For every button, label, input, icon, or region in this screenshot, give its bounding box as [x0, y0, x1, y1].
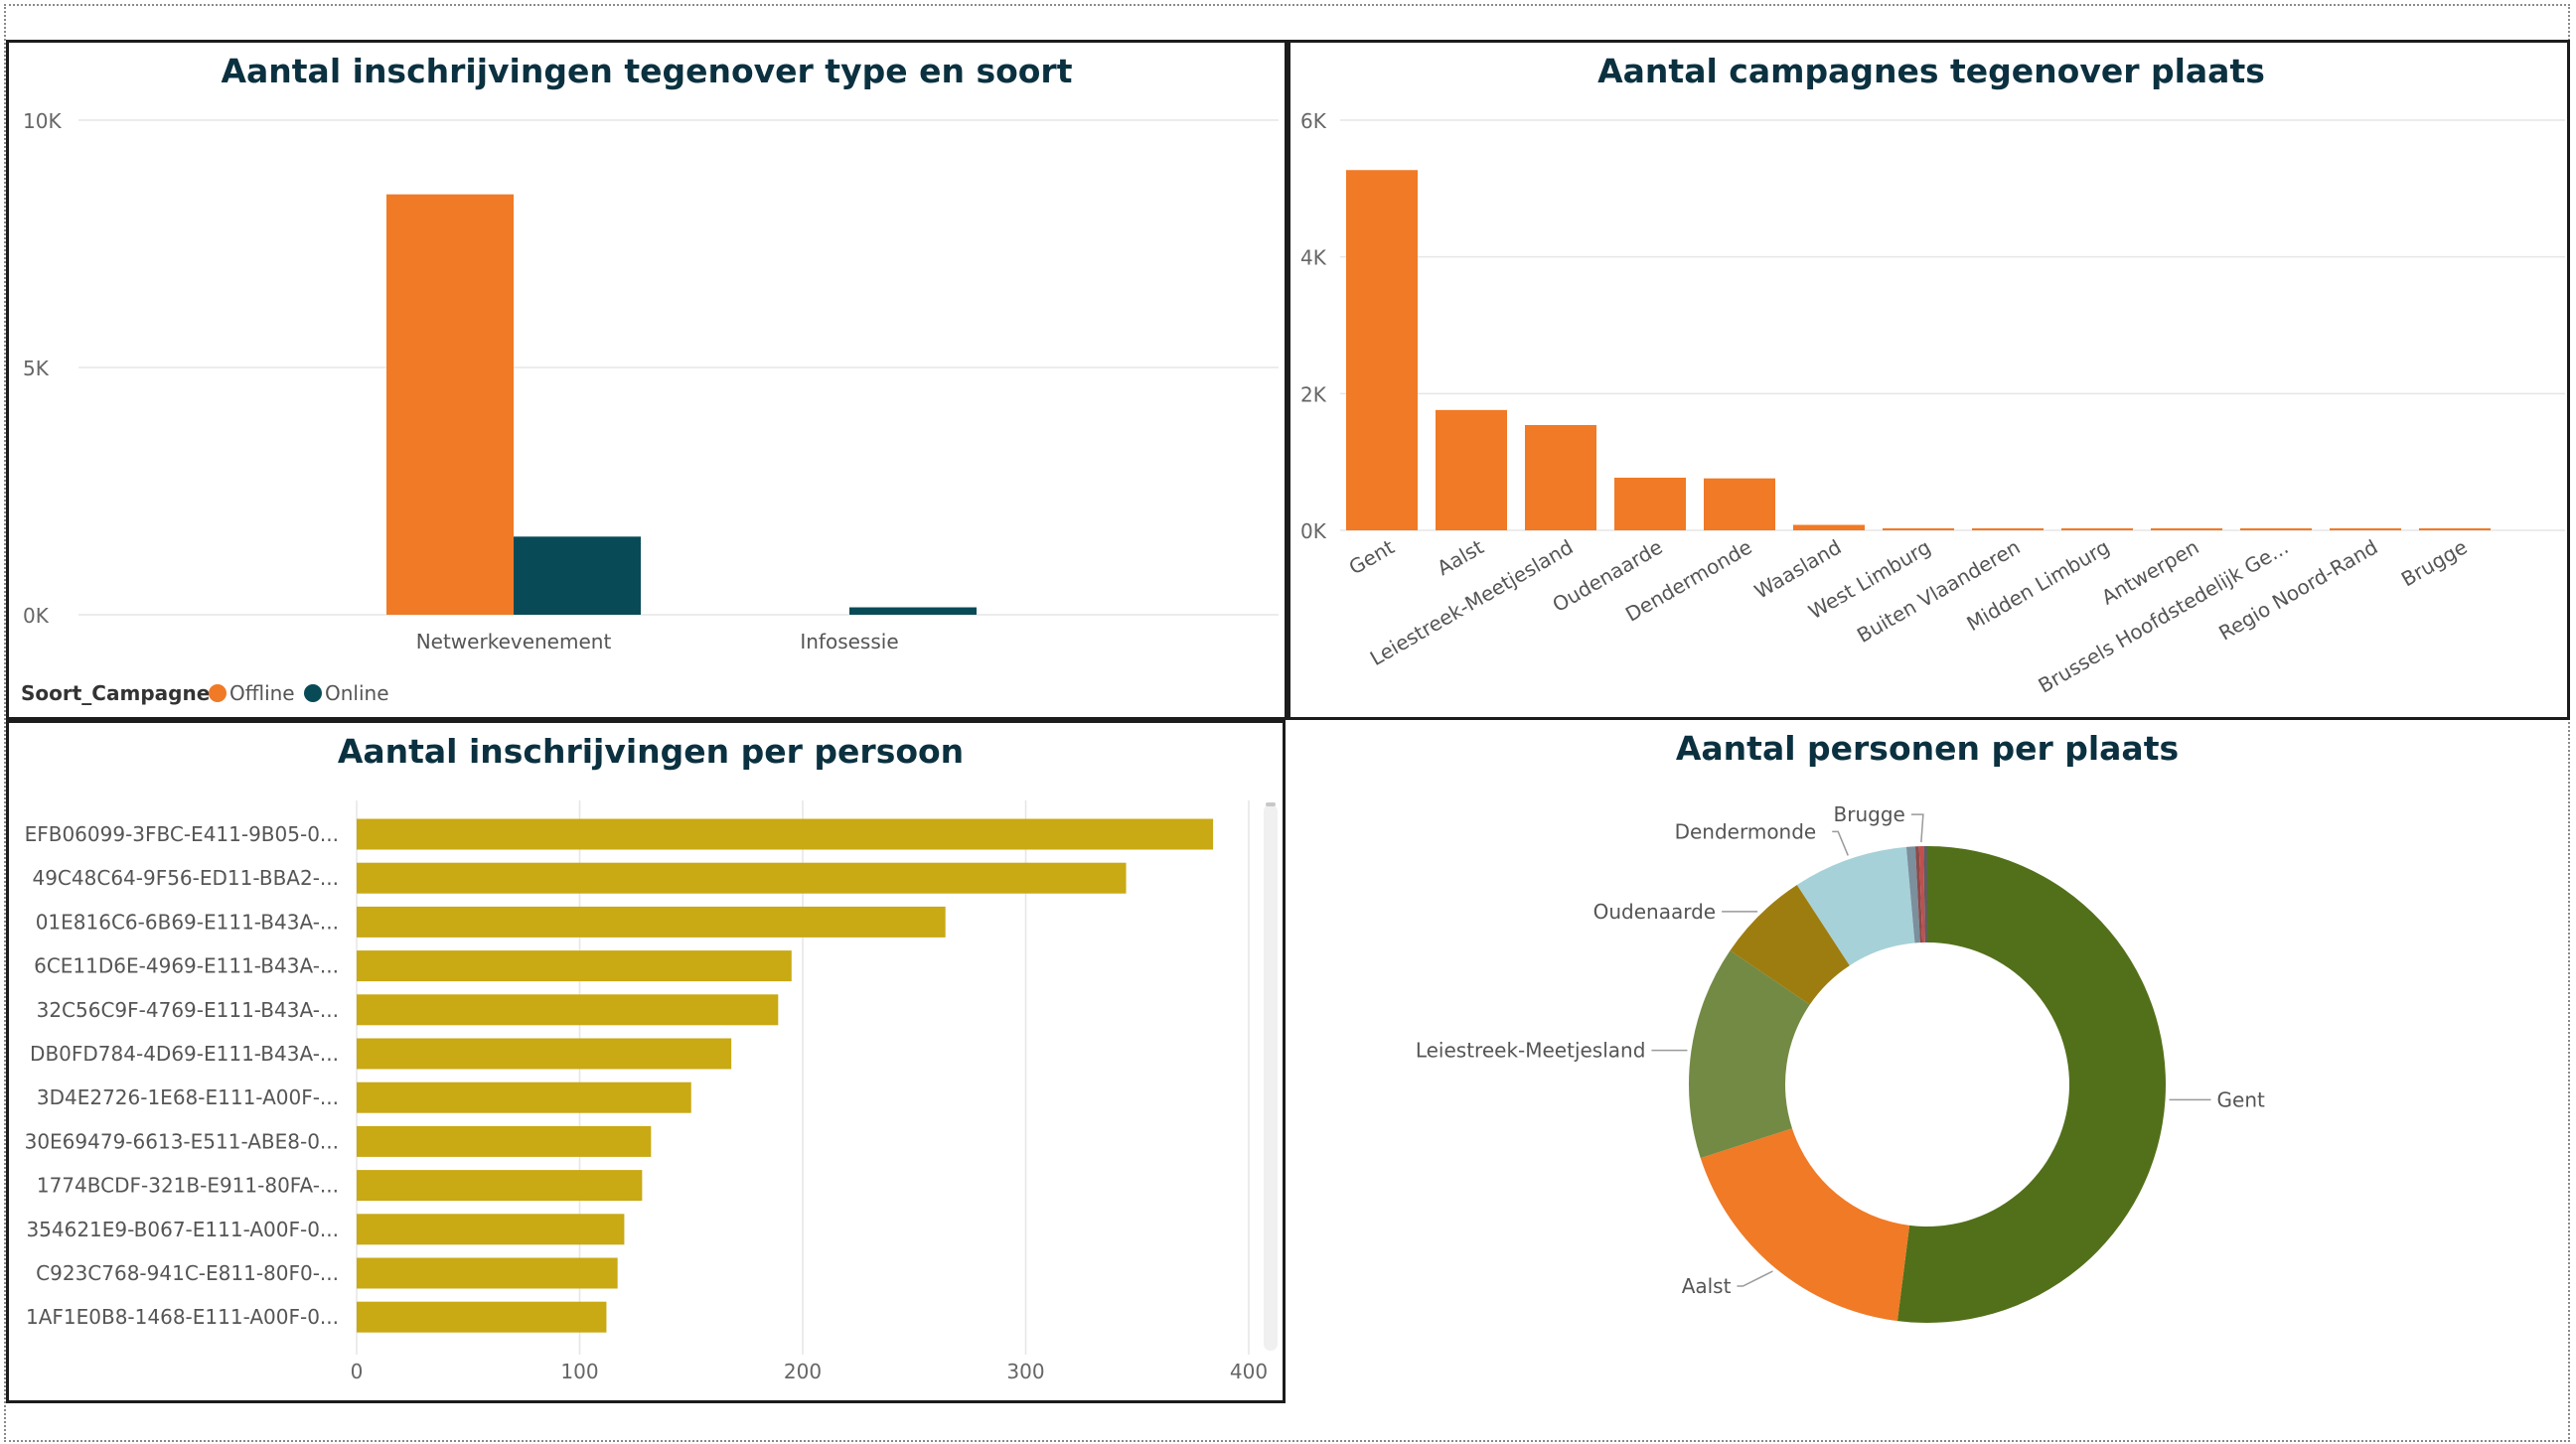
x-tick-label: 400 [1230, 1360, 1268, 1383]
leader-line [1910, 813, 1924, 843]
panel-inschrijvingen-type-soort[interactable]: Aantal inschrijvingen tegenover type en … [6, 40, 1288, 720]
donut-slice [1700, 1128, 1910, 1322]
y-tick-label: 10K [23, 109, 62, 133]
chart-inschrijvingen-type-soort: Aantal inschrijvingen tegenover type en … [21, 52, 1279, 705]
chart-inschrijvingen-persoon: Aantal inschrijvingen per persoon 0 100 200… [25, 732, 1278, 1383]
bar-online [849, 607, 977, 615]
chart-title: Aantal personen per plaats [1676, 729, 2179, 768]
legend-label: Offline [229, 681, 295, 705]
bar-persoon [357, 1125, 652, 1157]
bar-campagnes [1346, 170, 1418, 530]
donut-slice [1730, 884, 1850, 1005]
bar-campagnes [2151, 528, 2222, 530]
bar-persoon [357, 1301, 607, 1333]
leader-line [1737, 1270, 1773, 1287]
slice-label: Gent [2217, 1087, 2265, 1111]
chart-title: Aantal campagnes tegenover plaats [1597, 52, 2265, 90]
y-tick-label: 5K [23, 357, 50, 380]
slice-label: Oudenaarde [1593, 900, 1716, 924]
y-category-label: 01E816C6-6B69-E111-B43A-... [36, 910, 339, 934]
y-category-label: EFB06099-3FBC-E411-9B05-0... [25, 822, 339, 846]
x-tick-label: 300 [1006, 1360, 1044, 1383]
donut-slice [1923, 846, 1927, 943]
bar-persoon [357, 818, 1214, 850]
bar-campagnes [2330, 528, 2401, 530]
bar-campagnes [2419, 528, 2491, 530]
slice-label: Leiestreek-Meetjesland [1416, 1039, 1646, 1063]
bar-persoon [357, 1214, 625, 1245]
y-category-label: C923C768-941C-E811-80F0-... [36, 1261, 339, 1285]
chart-campagnes-plaats: Aantal campagnes tegenover plaats 0K 2K 4K 6… [1300, 52, 2565, 698]
bar-persoon [357, 1170, 643, 1202]
bar-persoon [357, 906, 946, 938]
y-category-label: DB0FD784-4D69-E111-B43A-... [30, 1042, 339, 1066]
bar-campagnes [1793, 524, 1865, 530]
y-category-label: 3D4E2726-1E68-E111-A00F-... [37, 1085, 339, 1109]
bar-offline [386, 194, 514, 615]
bar-campagnes [1972, 528, 2044, 530]
bar-persoon [357, 862, 1127, 894]
donut-slice [1896, 846, 2166, 1323]
leader-line [1832, 830, 1849, 856]
donut-slice [1796, 846, 1915, 966]
bar-campagnes [1614, 477, 1686, 530]
report-border [4, 4, 2570, 1442]
donut-slice [1918, 846, 1925, 943]
panel-inschrijvingen-persoon[interactable]: Aantal inschrijvingen per persoon 0 100 200… [6, 720, 1286, 1403]
y-tick-label: 0K [1300, 519, 1327, 543]
x-category-label: Brugge [2397, 535, 2472, 592]
bar-persoon [357, 1082, 691, 1113]
y-category-label: 6CE11D6E-4969-E111-B43A-... [34, 954, 339, 978]
legend-marker-online [304, 684, 322, 702]
scrollbar-track [1264, 804, 1278, 1351]
slice-label: Aalst [1682, 1274, 1732, 1298]
chart-personen-plaats: Aantal personen per plaats Gent Aalst Leies… [1416, 729, 2265, 1323]
bar-campagnes [1525, 424, 1596, 530]
slice-label: Brugge [1834, 802, 1905, 826]
donut-slice [1905, 846, 1920, 943]
x-category-label: Aalst [1433, 534, 1487, 580]
scrollbar-thumb [1266, 802, 1276, 806]
bar-online [514, 536, 641, 615]
legend-label: Online [325, 681, 389, 705]
x-category-label: Netwerkevenement [416, 630, 612, 653]
panel-personen-plaats[interactable]: Aantal personen per plaats Gent Aalst Leies… [1288, 720, 2570, 1403]
bar-persoon [357, 1038, 732, 1070]
y-category-label: 49C48C64-9F56-ED11-BBA2-... [32, 866, 339, 890]
x-tick-label: 0 [351, 1360, 364, 1383]
y-category-label: 1774BCDF-321B-E911-80FA-... [37, 1174, 339, 1198]
bar-persoon [357, 950, 792, 982]
bar-campagnes [1436, 409, 1507, 530]
bar-campagnes [1883, 528, 1954, 530]
bar-persoon [357, 1257, 618, 1289]
y-tick-label: 6K [1300, 109, 1327, 133]
y-tick-label: 4K [1300, 246, 1327, 270]
y-category-label: 30E69479-6613-E511-ABE8-0... [25, 1129, 339, 1153]
y-tick-label: 2K [1300, 382, 1327, 406]
chart-title: Aantal inschrijvingen tegenover type en … [221, 52, 1072, 90]
x-category-label: Infosessie [800, 630, 898, 653]
x-tick-label: 100 [560, 1360, 598, 1383]
legend-title: Soort_Campagne [21, 681, 210, 705]
y-category-label: 354621E9-B067-E111-A00F-0... [26, 1218, 339, 1241]
y-tick-label: 0K [23, 604, 50, 628]
legend-marker-offline [209, 684, 227, 702]
y-category-label: 32C56C9F-4769-E111-B43A-... [37, 998, 339, 1022]
panel-campagnes-plaats[interactable]: Aantal campagnes tegenover plaats 0K 2K 4K 6… [1288, 40, 2570, 720]
bar-campagnes [1704, 478, 1775, 530]
donut-slice [1914, 846, 1923, 943]
x-category-label: Gent [1345, 534, 1399, 579]
x-tick-label: 200 [784, 1360, 822, 1383]
chart-title: Aantal inschrijvingen per persoon [338, 732, 964, 771]
x-category-label: Buiten Vlaanderen [1853, 535, 2024, 648]
x-category-label: Regio Noord-Rand [2214, 535, 2381, 646]
y-category-label: 1AF1E0B8-1468-E111-A00F-0... [26, 1305, 339, 1329]
bar-campagnes [2240, 528, 2312, 530]
bar-persoon [357, 994, 779, 1026]
slice-label: Dendermonde [1675, 819, 1817, 843]
bar-campagnes [2061, 528, 2133, 530]
donut-slice [1689, 950, 1810, 1159]
